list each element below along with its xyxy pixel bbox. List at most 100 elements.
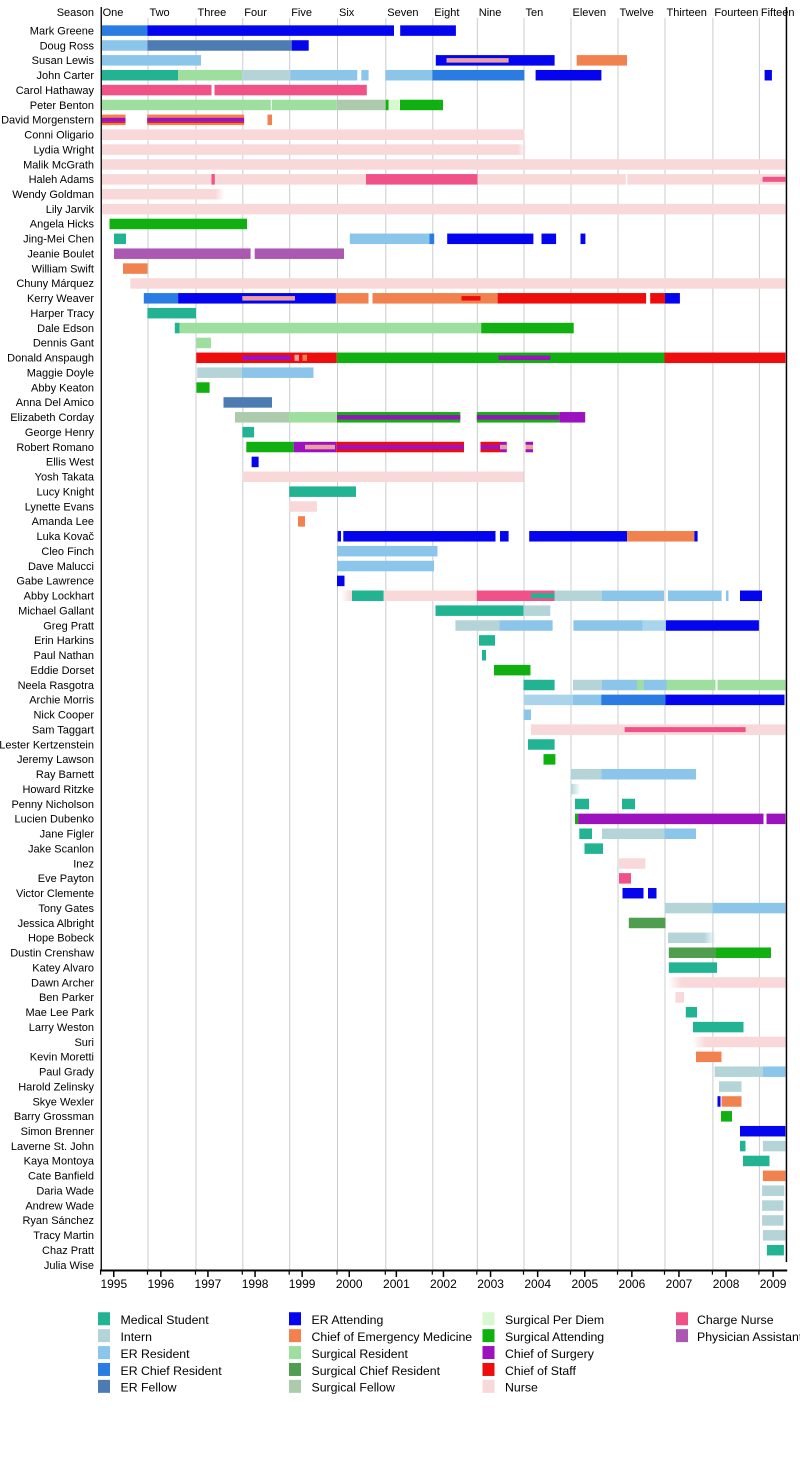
- svg-text:Thirteen: Thirteen: [667, 7, 707, 19]
- svg-text:Simon Brenner: Simon Brenner: [21, 1126, 95, 1138]
- svg-text:Neela Rasgotra: Neela Rasgotra: [18, 680, 95, 692]
- svg-text:Season: Season: [57, 7, 94, 19]
- svg-text:Ten: Ten: [526, 7, 544, 19]
- svg-text:Ben Parker: Ben Parker: [39, 992, 94, 1004]
- svg-text:Surgical Attending: Surgical Attending: [505, 1330, 604, 1344]
- svg-text:George Henry: George Henry: [25, 427, 95, 439]
- svg-text:Julia Wise: Julia Wise: [44, 1260, 94, 1272]
- svg-text:2009: 2009: [760, 1277, 787, 1291]
- svg-text:Abby Keaton: Abby Keaton: [31, 382, 94, 394]
- svg-text:Skye Wexler: Skye Wexler: [32, 1096, 94, 1108]
- svg-text:Lester Kertzenstein: Lester Kertzenstein: [0, 739, 94, 751]
- svg-text:Nurse: Nurse: [505, 1381, 538, 1395]
- svg-text:Susan Lewis: Susan Lewis: [32, 55, 95, 67]
- svg-text:Malik McGrath: Malik McGrath: [23, 159, 94, 171]
- svg-text:Lydia Wright: Lydia Wright: [33, 144, 94, 156]
- svg-text:Eve Payton: Eve Payton: [38, 873, 94, 885]
- svg-text:Lily Jarvik: Lily Jarvik: [46, 204, 95, 216]
- svg-text:Jessica Albright: Jessica Albright: [18, 918, 94, 930]
- svg-text:Jeremy Lawson: Jeremy Lawson: [17, 754, 94, 766]
- svg-text:Inez: Inez: [73, 858, 94, 870]
- svg-text:1995: 1995: [100, 1277, 127, 1291]
- svg-text:2005: 2005: [571, 1277, 598, 1291]
- svg-text:2000: 2000: [336, 1277, 363, 1291]
- svg-text:Penny Nicholson: Penny Nicholson: [11, 799, 94, 811]
- svg-text:Kaya Montoya: Kaya Montoya: [24, 1156, 95, 1168]
- svg-text:Four: Four: [244, 7, 267, 19]
- svg-text:Medical Student: Medical Student: [121, 1313, 210, 1327]
- svg-text:One: One: [103, 7, 124, 19]
- svg-text:Maggie Doyle: Maggie Doyle: [27, 368, 94, 380]
- svg-text:Surgical Fellow: Surgical Fellow: [312, 1381, 395, 1395]
- svg-text:Surgical Per Diem: Surgical Per Diem: [505, 1313, 604, 1327]
- svg-text:Seven: Seven: [387, 7, 418, 19]
- svg-text:Gabe Lawrence: Gabe Lawrence: [16, 576, 94, 588]
- svg-text:Victor Clemente: Victor Clemente: [16, 888, 94, 900]
- svg-text:2008: 2008: [713, 1277, 740, 1291]
- svg-text:Ryan Sánchez: Ryan Sánchez: [22, 1215, 94, 1227]
- svg-text:Wendy Goldman: Wendy Goldman: [12, 189, 94, 201]
- svg-text:Haleh Adams: Haleh Adams: [29, 174, 95, 186]
- svg-text:Doug Ross: Doug Ross: [40, 40, 95, 52]
- svg-text:Chief of Surgery: Chief of Surgery: [505, 1347, 595, 1361]
- svg-text:Ellis West: Ellis West: [46, 457, 94, 469]
- svg-text:Carol Hathaway: Carol Hathaway: [16, 85, 95, 97]
- svg-text:Two: Two: [150, 7, 170, 19]
- svg-text:Tracy Martin: Tracy Martin: [33, 1230, 94, 1242]
- svg-text:ER Resident: ER Resident: [121, 1347, 191, 1361]
- svg-text:Paul Nathan: Paul Nathan: [33, 650, 94, 662]
- svg-text:Ray Barnett: Ray Barnett: [36, 769, 94, 781]
- svg-text:Intern: Intern: [121, 1330, 153, 1344]
- svg-text:Dale Edson: Dale Edson: [37, 323, 94, 335]
- svg-text:Katey Alvaro: Katey Alvaro: [32, 962, 94, 974]
- svg-text:Peter Benton: Peter Benton: [30, 100, 94, 112]
- svg-text:Andrew Wade: Andrew Wade: [25, 1200, 94, 1212]
- svg-text:Yosh Takata: Yosh Takata: [35, 472, 95, 484]
- svg-text:ER Attending: ER Attending: [312, 1313, 384, 1327]
- svg-text:Lucy Knight: Lucy Knight: [37, 487, 94, 499]
- svg-text:Eight: Eight: [434, 7, 459, 19]
- svg-text:Lynette Evans: Lynette Evans: [25, 501, 95, 513]
- svg-text:Dustin Crenshaw: Dustin Crenshaw: [10, 948, 94, 960]
- svg-text:Fifteen: Fifteen: [761, 7, 795, 19]
- svg-text:ER Fellow: ER Fellow: [121, 1381, 177, 1395]
- svg-text:Mark Greene: Mark Greene: [30, 25, 94, 37]
- svg-text:Chuny Márquez: Chuny Márquez: [16, 278, 94, 290]
- svg-text:Amanda Lee: Amanda Lee: [32, 516, 94, 528]
- svg-text:Surgical Chief Resident: Surgical Chief Resident: [312, 1364, 441, 1378]
- svg-text:2003: 2003: [477, 1277, 504, 1291]
- svg-text:Chief of Emergency Medicine: Chief of Emergency Medicine: [312, 1330, 473, 1344]
- svg-text:Cleo Finch: Cleo Finch: [41, 546, 94, 558]
- svg-text:Michael Gallant: Michael Gallant: [18, 605, 94, 617]
- svg-text:Robert Romano: Robert Romano: [16, 442, 94, 454]
- svg-text:ER Chief Resident: ER Chief Resident: [121, 1364, 223, 1378]
- svg-text:Suri: Suri: [74, 1037, 94, 1049]
- svg-text:Donald Anspaugh: Donald Anspaugh: [7, 353, 94, 365]
- svg-text:Luka Kovač: Luka Kovač: [37, 531, 95, 543]
- svg-text:Paul Grady: Paul Grady: [39, 1067, 95, 1079]
- svg-text:Tony Gates: Tony Gates: [38, 903, 94, 915]
- svg-text:Archie Morris: Archie Morris: [29, 695, 94, 707]
- svg-text:Twelve: Twelve: [620, 7, 654, 19]
- svg-text:Nick Cooper: Nick Cooper: [33, 710, 94, 722]
- svg-text:John Carter: John Carter: [37, 70, 95, 82]
- svg-text:Angela Hicks: Angela Hicks: [30, 219, 95, 231]
- svg-text:Kerry Weaver: Kerry Weaver: [27, 293, 94, 305]
- svg-text:1996: 1996: [147, 1277, 174, 1291]
- svg-text:Jeanie Boulet: Jeanie Boulet: [27, 249, 94, 261]
- svg-text:Six: Six: [339, 7, 355, 19]
- svg-text:Harper Tracy: Harper Tracy: [30, 308, 94, 320]
- svg-text:Five: Five: [291, 7, 312, 19]
- svg-text:Fourteen: Fourteen: [714, 7, 758, 19]
- svg-text:Kevin Moretti: Kevin Moretti: [30, 1052, 94, 1064]
- svg-text:Physician Assistant: Physician Assistant: [697, 1330, 800, 1344]
- svg-text:Charge Nurse: Charge Nurse: [697, 1313, 774, 1327]
- svg-text:Howard Ritzke: Howard Ritzke: [22, 784, 94, 796]
- svg-text:Daria Wade: Daria Wade: [36, 1186, 94, 1198]
- svg-text:Anna Del Amico: Anna Del Amico: [16, 397, 94, 409]
- svg-text:Cate Banfield: Cate Banfield: [28, 1171, 94, 1183]
- svg-text:2006: 2006: [619, 1277, 646, 1291]
- svg-text:William Swift: William Swift: [32, 263, 94, 275]
- svg-text:Eleven: Eleven: [573, 7, 607, 19]
- svg-text:Sam Taggart: Sam Taggart: [32, 724, 94, 736]
